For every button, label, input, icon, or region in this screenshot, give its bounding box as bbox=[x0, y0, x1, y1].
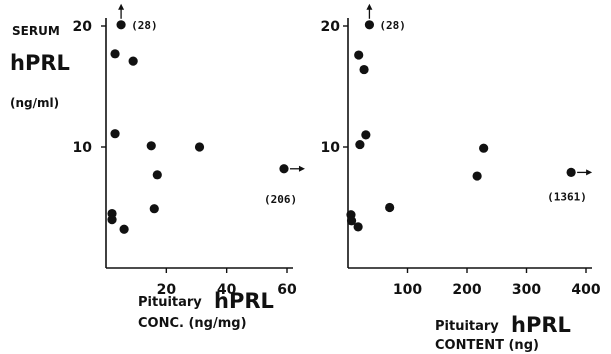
y-tick-label: 10 bbox=[73, 140, 93, 156]
data-point bbox=[385, 202, 395, 213]
offscale-data-point bbox=[566, 167, 576, 178]
y-axis-label-line3: (ng/ml) bbox=[10, 96, 59, 110]
data-point bbox=[354, 50, 364, 60]
offscale-arrowhead bbox=[366, 3, 373, 10]
offscale-value-label: (206) bbox=[264, 193, 297, 206]
x-axis-label-prefix: Pituitary bbox=[435, 319, 499, 334]
offscale-data-point bbox=[279, 164, 289, 174]
x-tick-label: 100 bbox=[393, 282, 422, 298]
x-axis-label-prefix: Pituitary bbox=[138, 295, 202, 310]
x-axis-label-hprl: hPRL bbox=[511, 313, 571, 337]
y-axis-label-line2: hPRL bbox=[10, 51, 70, 75]
data-point bbox=[152, 170, 162, 180]
x-tick-label: 60 bbox=[277, 282, 297, 298]
x-axis-label-hprl: hPRL bbox=[214, 289, 274, 313]
x-axis-label-line2: CONC. (ng/mg) bbox=[138, 316, 247, 331]
x-tick-label: 40 bbox=[217, 282, 237, 298]
y-tick-label: 20 bbox=[321, 19, 341, 35]
x-tick-label: 20 bbox=[157, 282, 177, 298]
data-point bbox=[110, 129, 120, 139]
x-axis-label-line2: CONTENT (ng) bbox=[435, 338, 539, 353]
data-point bbox=[359, 64, 369, 75]
y-axis-label-line1: SERUM bbox=[12, 24, 60, 38]
offscale-value-label: (28) bbox=[131, 19, 158, 32]
data-point bbox=[107, 215, 117, 225]
y-tick-label: 10 bbox=[321, 140, 341, 156]
x-tick-label: 200 bbox=[452, 282, 481, 298]
data-point bbox=[128, 56, 138, 66]
offscale-data-point bbox=[364, 20, 375, 30]
x-tick-label: 400 bbox=[571, 282, 600, 298]
data-point bbox=[194, 142, 205, 152]
data-point bbox=[119, 224, 129, 234]
data-point bbox=[355, 139, 365, 150]
offscale-arrowhead bbox=[586, 169, 593, 176]
x-tick-label: 300 bbox=[512, 282, 541, 298]
data-point bbox=[472, 171, 482, 181]
data-point bbox=[149, 204, 159, 214]
y-tick-label: 20 bbox=[73, 19, 93, 35]
offscale-arrowhead bbox=[118, 3, 125, 10]
data-point bbox=[361, 130, 371, 140]
data-point bbox=[110, 49, 120, 59]
data-point bbox=[479, 143, 489, 153]
offscale-value-label: (28) bbox=[379, 19, 406, 32]
data-point bbox=[353, 222, 363, 232]
offscale-value-label: (1361) bbox=[547, 190, 587, 203]
offscale-data-point bbox=[116, 20, 126, 30]
offscale-arrowhead bbox=[298, 165, 305, 172]
data-point bbox=[346, 216, 357, 226]
data-point bbox=[146, 141, 156, 151]
